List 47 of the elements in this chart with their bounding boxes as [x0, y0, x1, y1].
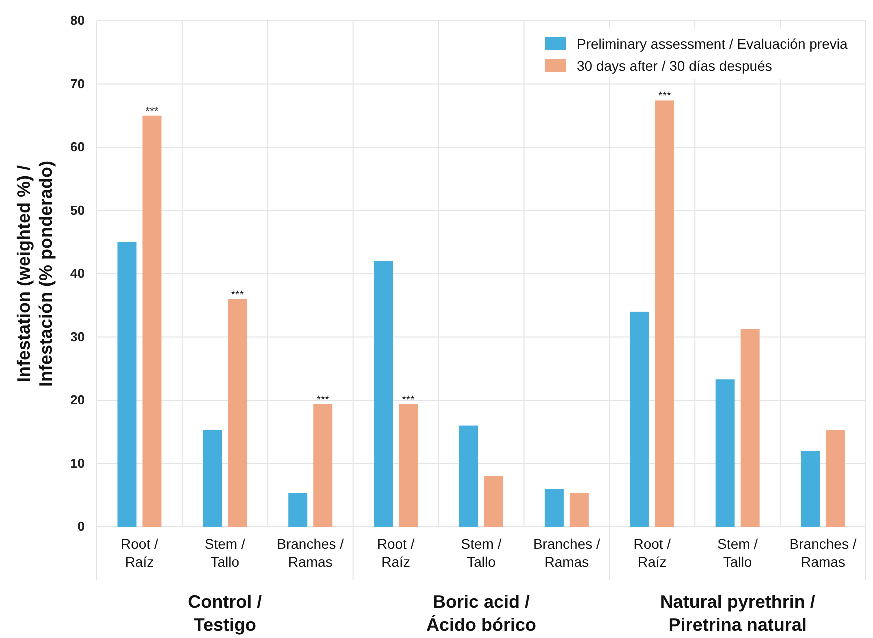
y-tick-label: 60	[70, 140, 85, 154]
x-tick-label: Root / Raíz	[377, 536, 415, 570]
bar	[228, 299, 248, 527]
data-label: ***	[658, 90, 672, 103]
bar	[118, 242, 137, 527]
y-axis-title: Infestation (weighted %) / Infestación (% ponderado)	[14, 160, 56, 388]
bar	[399, 404, 418, 527]
bar	[314, 404, 333, 527]
y-tick-label: 70	[70, 76, 85, 92]
data-label: ***	[146, 106, 160, 118]
x-tick-label: Branches / Ramas	[790, 536, 857, 570]
data-label: ***	[231, 289, 245, 302]
x-tick-label: Stem / Tallo	[718, 536, 758, 570]
y-tick-label: 0	[78, 519, 85, 534]
bar	[630, 312, 650, 527]
x-tick-label: Root / Raíz	[634, 536, 672, 570]
y-tick-label: 40	[70, 266, 85, 281]
bar	[740, 329, 760, 527]
bar	[716, 380, 735, 527]
y-tick-label: 20	[70, 392, 85, 408]
bar	[374, 261, 394, 527]
data-label: ***	[316, 394, 330, 406]
text: Boric acid / Ácido bórico	[426, 592, 537, 635]
x-tick-label: Stem / Tallo	[461, 536, 502, 570]
bar	[570, 493, 589, 527]
bar	[826, 430, 846, 527]
y-tick-label: 50	[70, 202, 85, 218]
y-tick-label: 10	[70, 456, 85, 471]
x-tick-label: Branches / Ramas	[277, 536, 344, 570]
bar	[203, 430, 222, 527]
legend-label: Preliminary assessment / Evaluación previa	[577, 36, 848, 52]
x-tick-label: Branches / Ramas	[533, 536, 601, 570]
bar	[142, 116, 162, 527]
text: Natural pyrethrin / Piretrina natural	[660, 592, 816, 635]
bar	[484, 476, 504, 527]
x-tick-label: Stem / Tallo	[204, 536, 246, 570]
text: Control / Testigo	[188, 592, 262, 635]
bar	[288, 493, 308, 527]
y-tick-label: 80	[70, 13, 85, 28]
bar	[655, 100, 674, 527]
y-tick-label: 30	[70, 329, 85, 344]
bar	[544, 489, 564, 527]
data-label: ***	[402, 394, 416, 406]
x-tick-label: Root / Raíz	[121, 536, 159, 570]
legend-label: 30 days after / 30 días después	[577, 58, 772, 74]
bar	[801, 451, 820, 527]
bar	[460, 426, 478, 527]
